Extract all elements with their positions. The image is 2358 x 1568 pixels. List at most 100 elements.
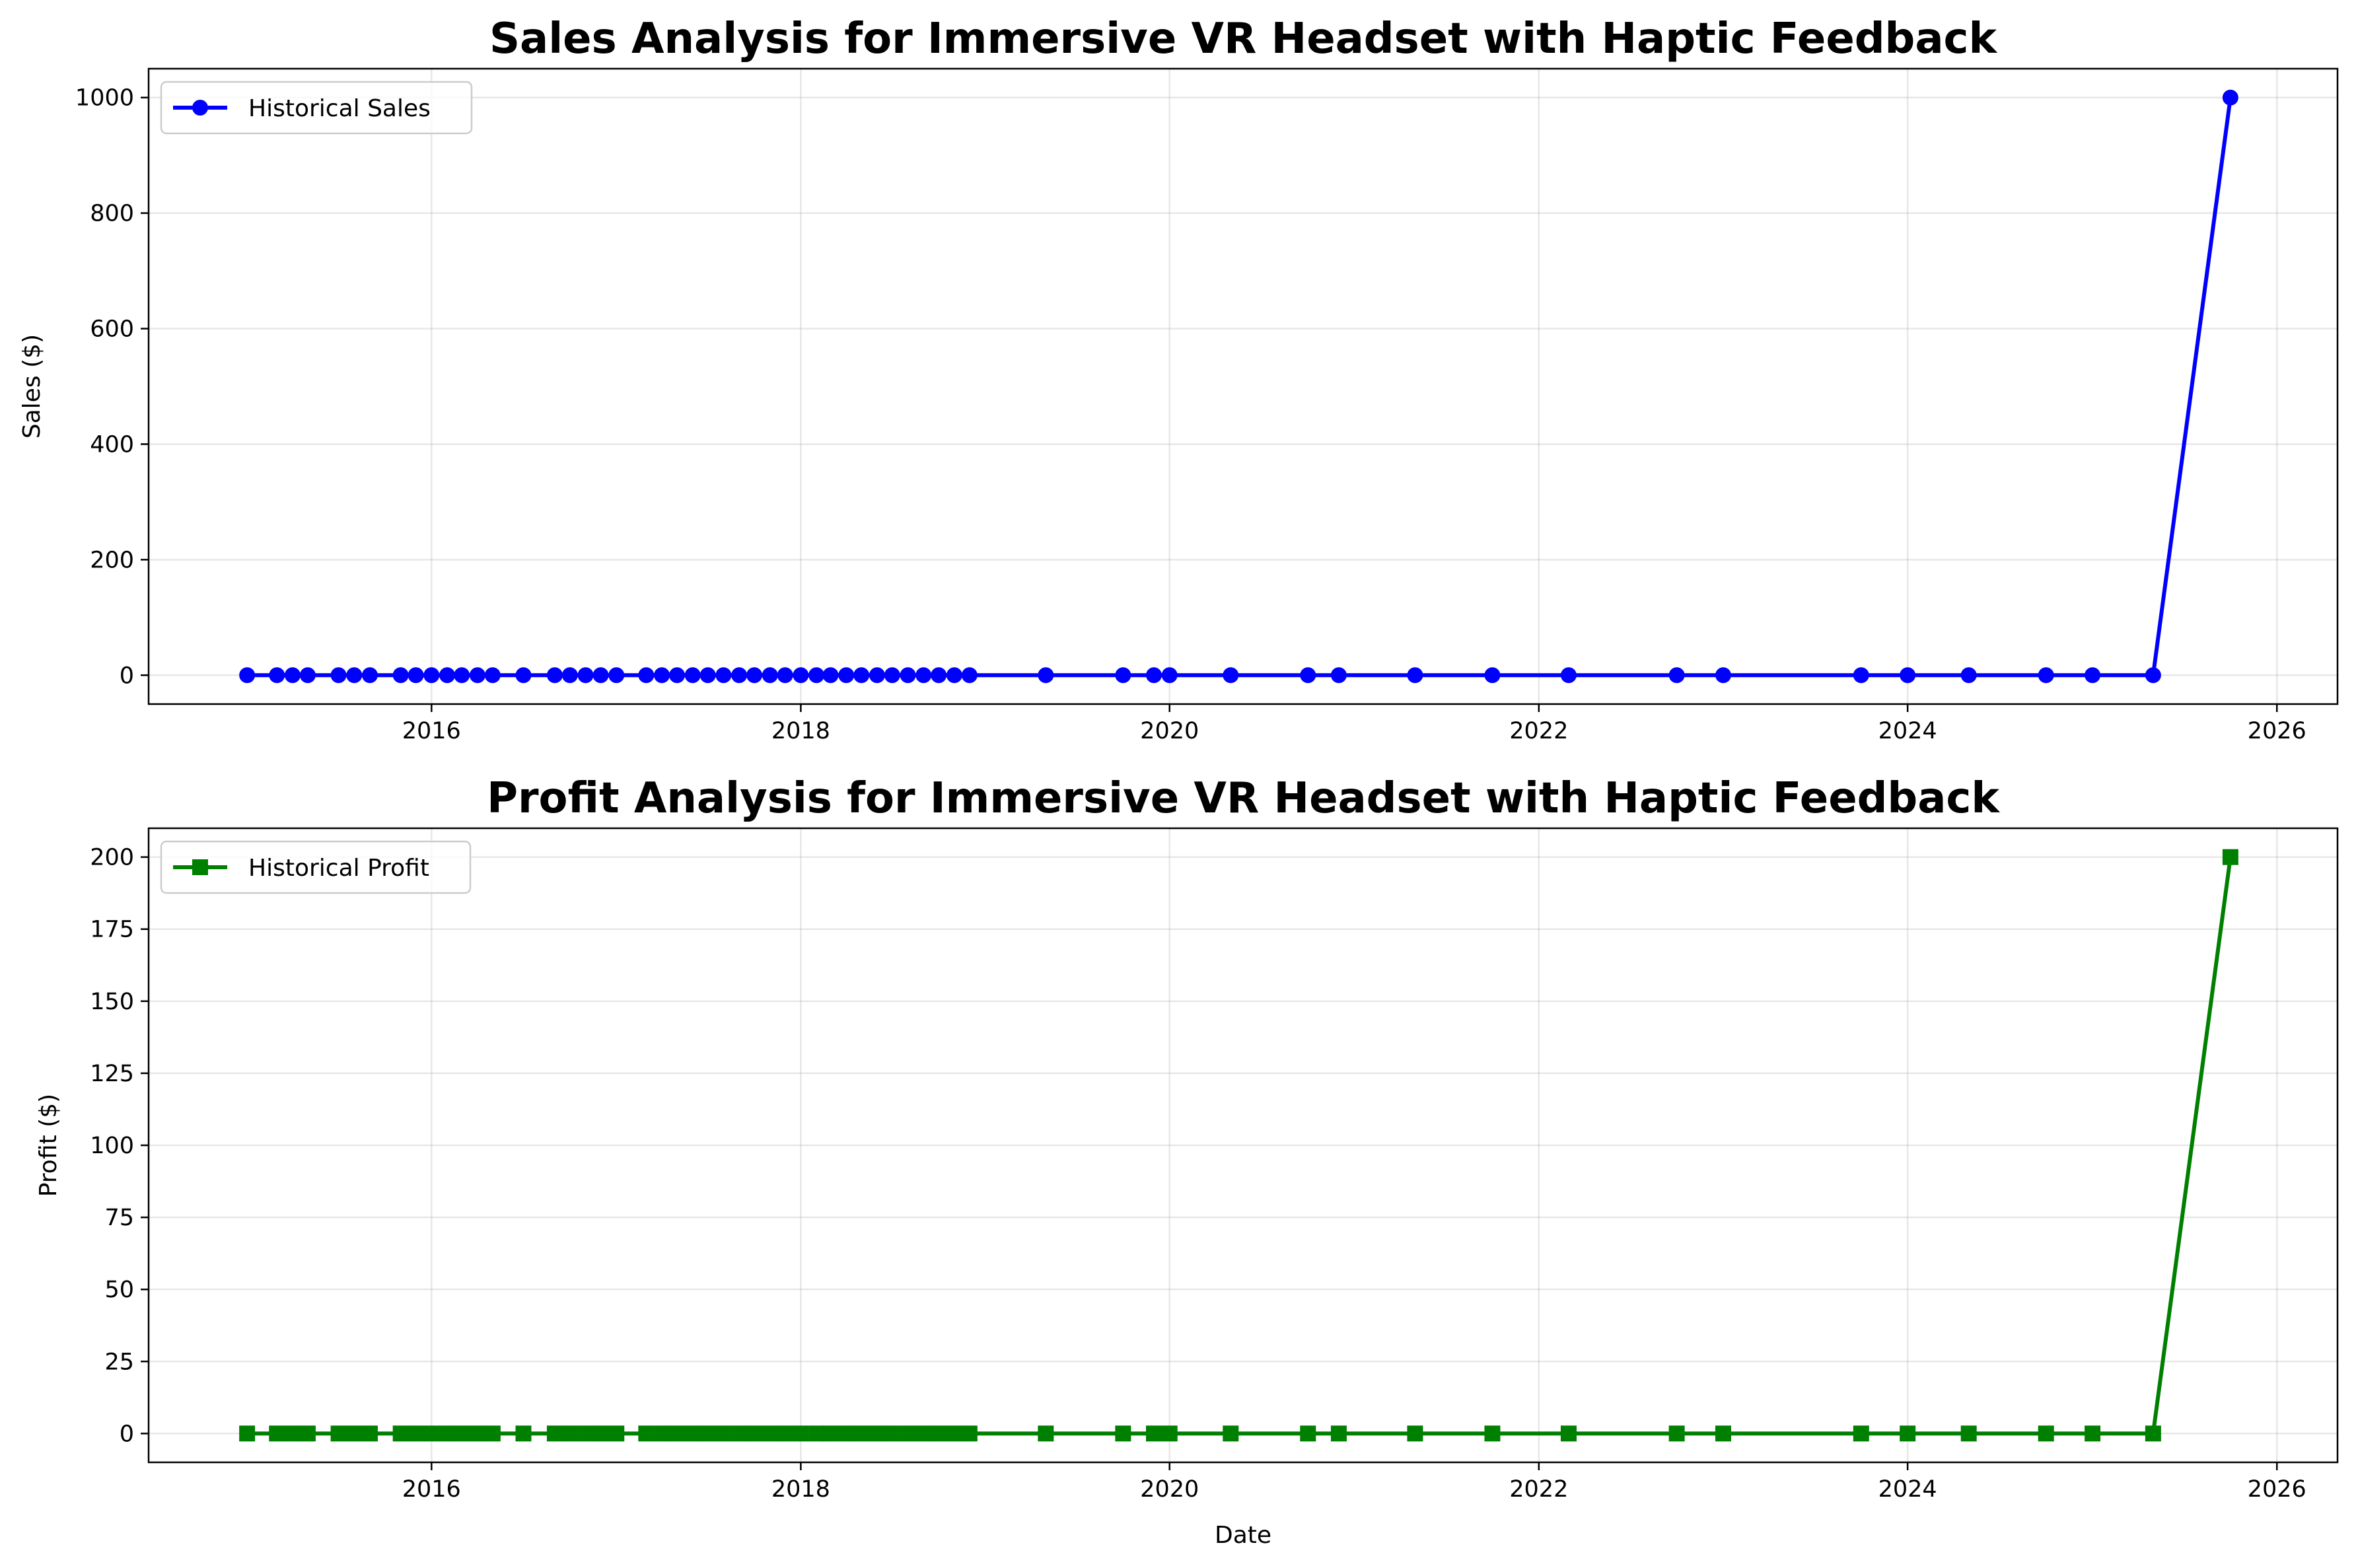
profit-y-tick-label: 50 <box>104 1277 134 1303</box>
profit-data-point <box>1484 1425 1501 1442</box>
profit-data-point <box>2145 1425 2161 1442</box>
profit-data-point <box>592 1425 609 1442</box>
profit-data-point <box>900 1425 916 1442</box>
profit-y-tick-label: 175 <box>90 917 134 943</box>
profit-data-point <box>1900 1425 1916 1442</box>
profit-data-point <box>284 1425 301 1442</box>
profit-y-tick-label: 75 <box>104 1205 134 1231</box>
sales-data-point <box>2222 89 2238 106</box>
sales-data-point <box>2145 667 2161 684</box>
sales-data-point <box>577 667 594 684</box>
profit-data-point <box>777 1425 793 1442</box>
profit-y-tick-label: 25 <box>104 1349 134 1375</box>
profit-y-tick-label: 100 <box>90 1133 134 1159</box>
profit-data-point <box>853 1425 870 1442</box>
profit-data-point <box>439 1425 456 1442</box>
sales-data-point <box>793 667 809 684</box>
sales-data-point <box>1853 667 1869 684</box>
sales-data-point <box>838 667 855 684</box>
sales-data-point <box>961 667 978 684</box>
profit-y-tick-label: 200 <box>90 845 134 871</box>
sales-data-point <box>423 667 440 684</box>
profit-data-point <box>484 1425 501 1442</box>
sales-data-point <box>1560 667 1577 684</box>
sales-data-point <box>746 667 763 684</box>
profit-data-point <box>931 1425 947 1442</box>
sales-data-point <box>1668 667 1685 684</box>
profit-x-tick-label: 2020 <box>1140 1476 1199 1503</box>
profit-x-tick-label: 2016 <box>402 1476 461 1503</box>
sales-y-tick-label: 0 <box>120 662 134 689</box>
profit-plot-frame <box>147 827 2339 1464</box>
sales-data-point <box>822 667 839 684</box>
sales-data-point <box>1300 667 1316 684</box>
sales-data-point <box>884 667 900 684</box>
sales-data-point <box>638 667 655 684</box>
profit-data-point <box>699 1425 716 1442</box>
sales-chart-title: Sales Analysis for Immersive VR Headset … <box>489 15 1998 63</box>
profit-data-point <box>715 1425 732 1442</box>
profit-y-tick-label: 150 <box>90 989 134 1015</box>
profit-x-tick-label: 2026 <box>2248 1476 2306 1503</box>
sales-data-point <box>900 667 916 684</box>
sales-data-point <box>408 667 424 684</box>
profit-data-point <box>269 1425 285 1442</box>
profit-data-point <box>884 1425 900 1442</box>
sales-x-tick-label: 2020 <box>1140 718 1199 744</box>
sales-data-point <box>469 667 485 684</box>
sales-y-tick-label: 400 <box>90 431 134 458</box>
sales-y-tick-label: 800 <box>90 201 134 227</box>
profit-data-point <box>408 1425 424 1442</box>
sales-data-point <box>1115 667 1131 684</box>
sales-data-point <box>592 667 609 684</box>
sales-data-point <box>808 667 825 684</box>
sales-y-tick-label: 200 <box>90 547 134 573</box>
profit-y-tick-label: 0 <box>120 1421 134 1447</box>
sales-data-point <box>454 667 470 684</box>
profit-data-point <box>1038 1425 1054 1442</box>
profit-data-point <box>515 1425 532 1442</box>
sales-y-axis-label: Sales ($) <box>18 334 46 439</box>
profit-data-point <box>346 1425 363 1442</box>
sales-data-point <box>946 667 962 684</box>
sales-data-point <box>439 667 456 684</box>
sales-legend-label: Historical Sales <box>248 95 431 122</box>
sales-data-point <box>654 667 670 684</box>
sales-y-tick-label: 1000 <box>75 85 134 112</box>
profit-data-point <box>1668 1425 1685 1442</box>
profit-data-point <box>1300 1425 1316 1442</box>
profit-data-point <box>239 1425 256 1442</box>
sales-data-point <box>284 667 301 684</box>
profit-y-tick-label: 125 <box>90 1061 134 1087</box>
profit-axes: 0 25 50 75 100 125 150 175 200 2016 2018 2020 2022 20… <box>90 845 2306 1503</box>
sales-data-point <box>1960 667 1977 684</box>
profit-data-point <box>838 1425 855 1442</box>
sales-data-point <box>762 667 778 684</box>
profit-x-tick-label: 2022 <box>1509 1476 1568 1503</box>
profit-data-point <box>822 1425 839 1442</box>
profit-data-point <box>1715 1425 1731 1442</box>
profit-data-point <box>469 1425 485 1442</box>
sales-data-point <box>1900 667 1916 684</box>
profit-data-point <box>1560 1425 1577 1442</box>
profit-data-point <box>669 1425 686 1442</box>
profit-data-point <box>946 1425 962 1442</box>
profit-data-point <box>1407 1425 1423 1442</box>
profit-data-point <box>1115 1425 1131 1442</box>
sales-data-point <box>392 667 409 684</box>
sales-data-point <box>330 667 347 684</box>
sales-data-point <box>546 667 563 684</box>
profit-data-point <box>2085 1425 2101 1442</box>
sales-legend-box <box>160 81 473 135</box>
sales-data-point <box>715 667 732 684</box>
sales-data-point <box>1038 667 1054 684</box>
profit-data-point <box>330 1425 347 1442</box>
profit-data-point <box>561 1425 578 1442</box>
profit-data-point <box>915 1425 932 1442</box>
sales-data-point <box>1484 667 1501 684</box>
profit-data-point <box>2038 1425 2054 1442</box>
profit-data-point <box>654 1425 670 1442</box>
profit-data-point <box>1853 1425 1869 1442</box>
profit-data-point <box>1146 1425 1162 1442</box>
